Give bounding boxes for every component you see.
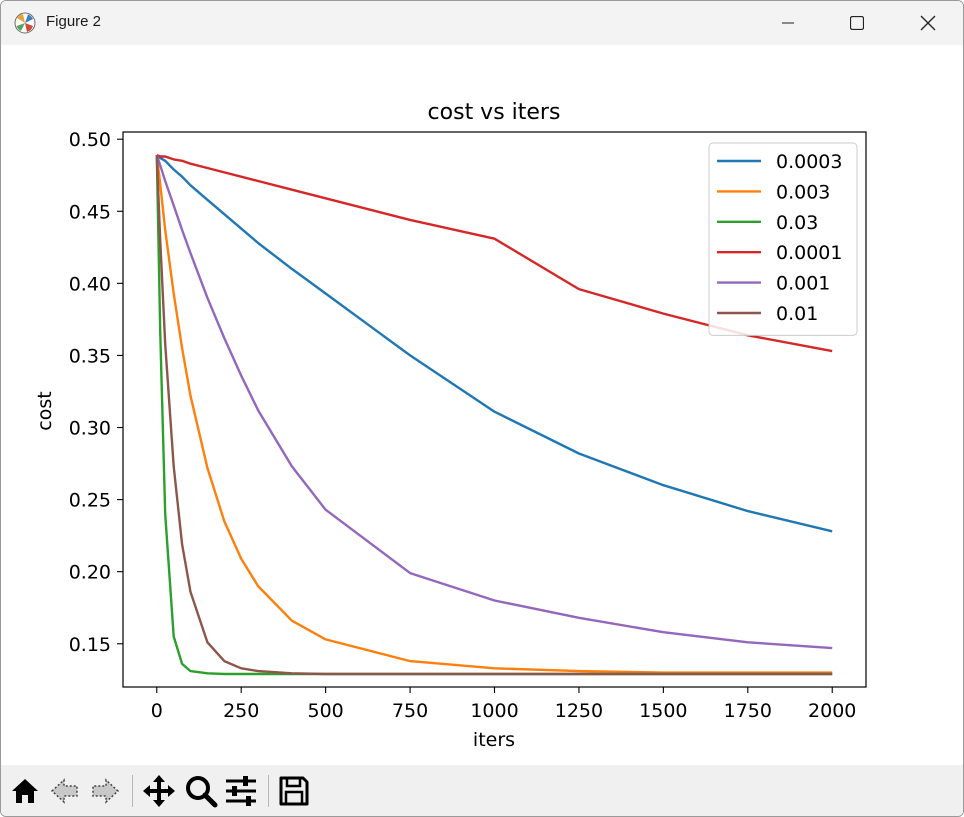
toolbar-separator [268,775,269,807]
y-axis-label: cost [34,391,56,430]
x-tick-label: 1750 [724,700,772,722]
configure-subplots-button[interactable] [223,773,259,809]
y-tick-label: 0.15 [69,634,111,656]
save-icon [279,776,309,806]
chart-title: cost vs iters [428,100,561,125]
navigation-toolbar [1,765,963,816]
back-arrow-icon [50,778,78,804]
figure-canvas: 0 250 500 750 1000 1250 1500 1750 2000 0.15 0.20 0.… [1,45,963,765]
y-tick-label: 0.30 [69,418,111,440]
x-tick-label: 0 [151,700,163,722]
y-tick-label: 0.25 [69,490,111,512]
y-tick-label: 0.40 [69,273,111,295]
x-tick-label: 750 [392,700,428,722]
x-tick-label: 1500 [639,700,687,722]
home-button[interactable] [7,773,43,809]
legend-label-0.03: 0.03 [776,212,818,234]
series-line-0.001 [155,154,833,650]
x-tick-label: 500 [308,700,344,722]
legend-label-0.003: 0.003 [776,181,830,203]
save-button[interactable] [276,773,312,809]
maximize-button[interactable] [822,1,892,45]
cost-vs-iters-chart: 0 250 500 750 1000 1250 1500 1750 2000 0.15 0.20 0.… [34,100,867,751]
series-line-0.0003 [156,154,833,533]
close-button[interactable] [893,1,963,45]
y-tick-label: 0.45 [69,201,111,223]
matplotlib-icon [14,12,36,34]
maximize-icon [850,16,864,30]
zoom-button[interactable] [183,773,219,809]
x-tick-label: 250 [223,700,259,722]
series-line-0.01 [155,155,833,676]
series-line-0.0001 [156,153,833,353]
close-icon [920,15,936,31]
minimize-button[interactable] [753,1,823,45]
forward-button[interactable] [87,773,123,809]
y-tick-label: 0.20 [69,562,111,584]
title-bar: Figure 2 [1,1,963,45]
x-tick-label: 1250 [555,700,603,722]
x-tick-label: 1000 [470,700,518,722]
y-tick-label: 0.50 [69,129,111,151]
x-tick-label: 2000 [808,700,856,722]
legend-label-0.0003: 0.0003 [776,151,842,173]
zoom-icon [186,776,218,808]
pan-button[interactable] [141,773,177,809]
window-title: Figure 2 [46,13,102,30]
pan-icon [143,775,175,807]
back-button[interactable] [47,773,83,809]
configure-subplots-icon [226,776,256,806]
legend: 0.0003 0.003 0.03 0.0001 0.001 0.01 [708,142,858,336]
toolbar-separator [132,775,133,807]
y-tick-label: 0.35 [69,345,111,367]
x-axis-label: iters [473,729,515,751]
forward-arrow-icon [92,778,120,804]
plot-area-frame [122,131,867,688]
minimize-icon [782,22,794,24]
legend-label-0.001: 0.001 [776,273,830,295]
series-line-0.003 [155,154,833,674]
home-icon [12,779,38,803]
legend-label-0.0001: 0.0001 [776,242,842,264]
legend-label-0.01: 0.01 [776,303,818,325]
